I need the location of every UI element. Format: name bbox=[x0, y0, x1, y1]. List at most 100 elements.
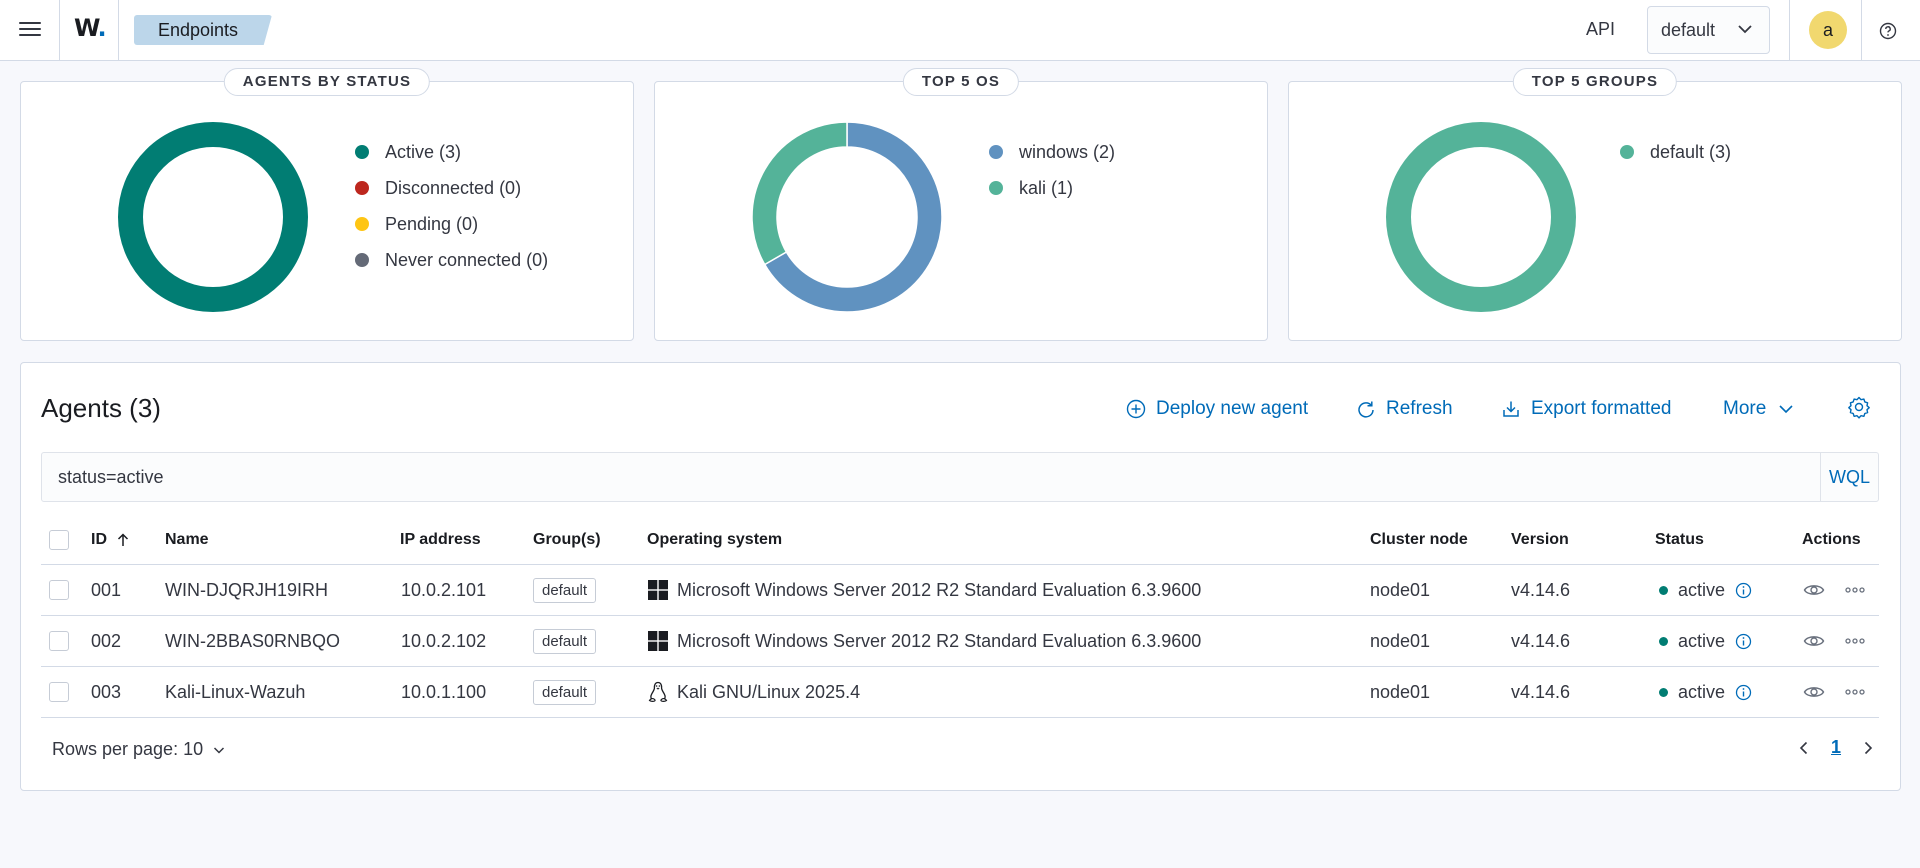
more-options-icon[interactable] bbox=[1844, 579, 1866, 601]
legend-item-pending[interactable]: Pending (0) bbox=[355, 206, 548, 242]
agents-table: ID Name IP address Group(s) Operating sy… bbox=[41, 515, 1879, 718]
column-header-cluster-node[interactable]: Cluster node bbox=[1370, 530, 1468, 548]
agent-version: v4.14.6 bbox=[1511, 579, 1571, 600]
legend-dot bbox=[989, 145, 1003, 159]
legend-item-kali[interactable]: kali (1) bbox=[989, 170, 1115, 206]
more-button[interactable]: More bbox=[1723, 396, 1796, 422]
os-legend: windows (2) kali (1) bbox=[989, 134, 1115, 206]
agents-panel: Agents (3) Deploy new agent Refresh Expo… bbox=[20, 362, 1901, 791]
export-formatted-button[interactable]: Export formatted bbox=[1501, 396, 1671, 422]
top-header: W. Endpoints API default a bbox=[0, 0, 1920, 61]
user-avatar[interactable]: a bbox=[1809, 11, 1847, 49]
api-link[interactable]: API bbox=[1586, 19, 1616, 39]
status-dot bbox=[1659, 636, 1668, 646]
column-header-ip[interactable]: IP address bbox=[400, 530, 481, 548]
info-icon[interactable] bbox=[1735, 633, 1752, 650]
top-groups-card: TOP 5 GROUPS default (3) bbox=[1288, 68, 1902, 341]
select-all-checkbox[interactable] bbox=[49, 529, 69, 550]
agent-node: node01 bbox=[1370, 681, 1431, 702]
refresh-icon bbox=[1358, 401, 1374, 418]
refresh-button[interactable]: Refresh bbox=[1356, 396, 1453, 422]
group-badge[interactable]: default bbox=[533, 577, 597, 603]
agent-name: WIN-2BBAS0RNBQO bbox=[165, 630, 341, 651]
agent-ip: 10.0.2.102 bbox=[401, 630, 487, 651]
header-divider bbox=[118, 0, 119, 60]
menu-icon[interactable] bbox=[17, 18, 43, 42]
column-header-id[interactable]: ID bbox=[91, 515, 131, 564]
agent-status: active bbox=[1678, 579, 1726, 600]
column-header-name[interactable]: Name bbox=[165, 530, 209, 548]
legend-item-never-connected[interactable]: Never connected (0) bbox=[355, 242, 548, 278]
app-logo[interactable]: W. bbox=[74, 14, 107, 42]
search-input[interactable] bbox=[42, 453, 1822, 501]
breadcrumb-endpoints: Endpoints bbox=[157, 20, 239, 40]
column-header-status[interactable]: Status bbox=[1655, 530, 1704, 548]
donut-slice[interactable] bbox=[118, 122, 308, 312]
legend-dot bbox=[355, 217, 369, 231]
help-icon[interactable] bbox=[1879, 22, 1897, 40]
legend-dot bbox=[989, 181, 1003, 195]
breadcrumb[interactable]: Endpoints bbox=[134, 15, 272, 45]
info-icon[interactable] bbox=[1735, 684, 1752, 701]
agent-id: 002 bbox=[91, 630, 122, 651]
row-checkbox[interactable] bbox=[49, 580, 69, 600]
header-divider bbox=[1789, 0, 1790, 60]
search-bar: WQL bbox=[41, 452, 1879, 502]
card-title: AGENTS BY STATUS bbox=[223, 68, 431, 96]
table-row[interactable]: 002 WIN-2BBAS0RNBQO 10.0.2.102 default M… bbox=[41, 616, 1879, 667]
windows-icon bbox=[648, 631, 668, 651]
donut-slice[interactable] bbox=[763, 122, 942, 312]
wql-button[interactable]: WQL bbox=[1820, 453, 1878, 501]
legend-item-default[interactable]: default (3) bbox=[1620, 134, 1731, 170]
row-checkbox[interactable] bbox=[49, 631, 69, 651]
top-os-card: TOP 5 OS windows (2) kali (1) bbox=[654, 68, 1268, 341]
gear-icon[interactable] bbox=[1847, 395, 1871, 419]
rows-per-page-select[interactable]: Rows per page: 10 bbox=[52, 739, 227, 760]
info-icon[interactable] bbox=[1735, 582, 1752, 599]
group-badge[interactable]: default bbox=[533, 628, 597, 654]
legend-dot bbox=[1620, 145, 1634, 159]
table-row[interactable]: 003 Kali-Linux-Wazuh 10.0.1.100 default … bbox=[41, 667, 1879, 718]
legend-item-disconnected[interactable]: Disconnected (0) bbox=[355, 170, 548, 206]
page-number[interactable]: 1 bbox=[1831, 737, 1842, 757]
group-badge[interactable]: default bbox=[533, 679, 597, 705]
eye-icon[interactable] bbox=[1803, 681, 1825, 703]
header-divider bbox=[59, 0, 60, 60]
pagination: 1 bbox=[1795, 737, 1877, 758]
chevron-left-icon[interactable] bbox=[1795, 739, 1813, 757]
status-donut-chart[interactable] bbox=[118, 122, 308, 312]
column-header-actions: Actions bbox=[1802, 530, 1861, 548]
eye-icon[interactable] bbox=[1803, 630, 1825, 652]
chevron-right-icon[interactable] bbox=[1859, 739, 1877, 757]
more-options-icon[interactable] bbox=[1844, 681, 1866, 703]
donut-slice[interactable] bbox=[1386, 122, 1576, 312]
os-donut-chart[interactable] bbox=[752, 122, 942, 312]
row-checkbox[interactable] bbox=[49, 682, 69, 702]
namespace-select[interactable]: default bbox=[1647, 6, 1770, 54]
header-divider bbox=[1861, 0, 1862, 60]
agent-version: v4.14.6 bbox=[1511, 630, 1571, 651]
eye-icon[interactable] bbox=[1803, 579, 1825, 601]
groups-donut-chart[interactable] bbox=[1386, 122, 1576, 312]
column-header-os[interactable]: Operating system bbox=[647, 530, 783, 548]
more-options-icon[interactable] bbox=[1844, 630, 1866, 652]
namespace-value: default bbox=[1661, 20, 1716, 40]
legend-dot bbox=[355, 253, 369, 267]
agent-version: v4.14.6 bbox=[1511, 681, 1571, 702]
agent-name: WIN-DJQRJH19IRH bbox=[165, 579, 329, 600]
windows-icon bbox=[648, 580, 668, 600]
agent-status: active bbox=[1678, 630, 1726, 651]
agent-os: Microsoft Windows Server 2012 R2 Standar… bbox=[677, 579, 1202, 600]
legend-item-active[interactable]: Active (3) bbox=[355, 134, 548, 170]
donut-slice[interactable] bbox=[752, 122, 848, 266]
status-dot bbox=[1659, 687, 1668, 697]
agent-node: node01 bbox=[1370, 579, 1431, 600]
download-icon bbox=[1503, 401, 1519, 417]
legend-item-windows[interactable]: windows (2) bbox=[989, 134, 1115, 170]
chevron-down-icon bbox=[214, 746, 225, 754]
column-header-groups[interactable]: Group(s) bbox=[533, 530, 601, 548]
agent-id: 001 bbox=[91, 579, 122, 600]
column-header-version[interactable]: Version bbox=[1511, 530, 1569, 548]
table-row[interactable]: 001 WIN-DJQRJH19IRH 10.0.2.101 default M… bbox=[41, 565, 1879, 616]
deploy-new-agent-button[interactable]: Deploy new agent bbox=[1126, 396, 1308, 422]
